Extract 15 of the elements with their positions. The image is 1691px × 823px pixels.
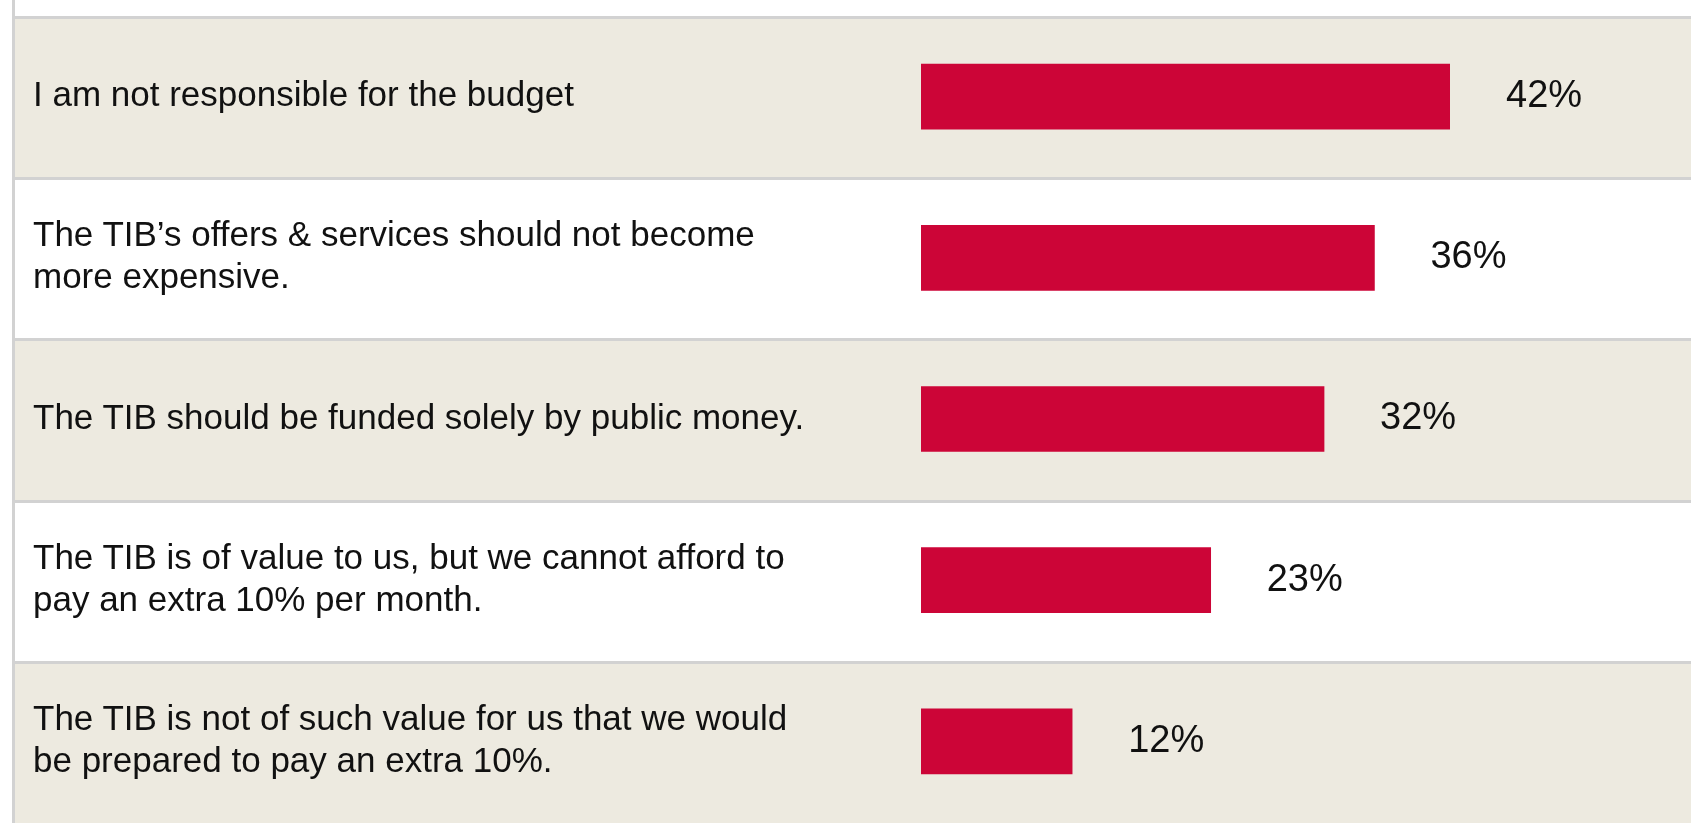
data-label: 12% <box>1128 717 1205 760</box>
bar <box>921 224 1375 291</box>
y-tick-label: The TIB should be funded solely by public money. <box>33 396 805 436</box>
bar <box>921 63 1450 130</box>
data-label: 36% <box>1430 234 1507 277</box>
data-label: 32% <box>1380 395 1457 438</box>
data-label: 42% <box>1506 73 1583 116</box>
data-label: 23% <box>1266 556 1343 599</box>
bar <box>921 547 1212 614</box>
bar <box>921 708 1073 775</box>
bar <box>921 386 1325 452</box>
y-tick-label: I am not responsible for the budget <box>33 74 575 114</box>
y-tick-label: The TIB is not of such value for us that we would be prepared to pay an extra 10%. <box>33 698 788 780</box>
y-tick-label: The TIB’s offers & services should not become more expensive. <box>33 214 755 296</box>
y-tick-label: The TIB is of value to us, but we cannot afford to pay an extra 10% per month. <box>33 536 785 618</box>
